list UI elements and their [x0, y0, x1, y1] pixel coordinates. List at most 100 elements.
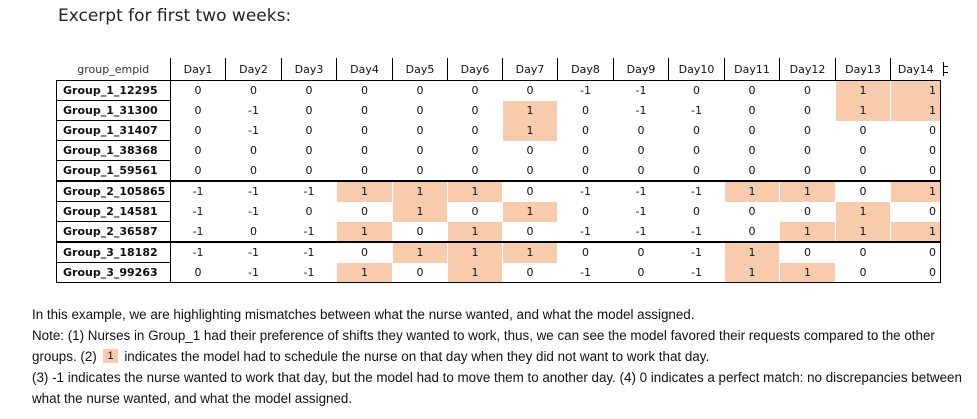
- day-value-cell: 0: [613, 262, 669, 283]
- day-value-cell: 0: [890, 262, 941, 283]
- day-value-cell: 0: [526, 144, 534, 157]
- day-value-cell: -1: [635, 84, 647, 98]
- day-value-cell: 1: [835, 201, 891, 222]
- day-value-cell: 0: [637, 163, 645, 177]
- day-value-cell: 0: [582, 144, 589, 157]
- day-value-cell: 0: [582, 163, 589, 177]
- table-row: Group_2_105865 -1 -1 -1 1 1 1 0 -1 -1 -1 1 1 0 1: [56, 180, 941, 202]
- day-value-cell: 0: [748, 104, 756, 117]
- day-value-cell: 1: [890, 180, 941, 202]
- day-value-cell: -1: [557, 180, 614, 202]
- day-value-cell: 0: [748, 144, 756, 157]
- day-value-cell: 0: [336, 241, 393, 263]
- note-line-2: Note: (1) Nurses in Group_1 had their pr…: [32, 325, 972, 367]
- day-value-cell: 0: [557, 241, 614, 263]
- day-value-cell: 1: [502, 100, 558, 121]
- day-value-cell: 0: [361, 84, 368, 98]
- day-value-cell: 0: [194, 84, 202, 98]
- day-value-cell: 0: [305, 104, 313, 117]
- day-value-cell: 0: [637, 144, 645, 157]
- day-value-cell: 1: [835, 221, 891, 242]
- note-line-2-rest: indicates the model had to schedule the …: [120, 349, 710, 364]
- employee-id-cell: Group_2_14581: [56, 201, 171, 222]
- table-row: Group_1_38368 0 0 0 0 0 0 0 0 0 0 0 0 0 0: [56, 140, 941, 161]
- day-value-cell: 1: [724, 241, 780, 263]
- day-value-cell: -1: [557, 262, 614, 283]
- day-value-cell: -1: [225, 262, 282, 283]
- day-value-cell: 1: [392, 201, 448, 222]
- note-line-2-text: Note: (1) Nurses in Group_1 had their pr…: [32, 328, 935, 364]
- employee-id-cell: Group_2_105865: [56, 180, 171, 202]
- day-value-cell: -1: [248, 205, 259, 218]
- day-value-cell: 0: [779, 241, 836, 263]
- column-header-day: Day12: [779, 58, 836, 81]
- day-value-cell: 0: [526, 224, 534, 238]
- day-value-cell: 0: [416, 124, 424, 137]
- day-value-cell: -1: [613, 180, 669, 202]
- column-header-day: Day8: [557, 58, 614, 81]
- day-value-cell: 0: [361, 124, 368, 137]
- day-value-cell: -1: [668, 180, 725, 202]
- day-value-cell: -1: [248, 104, 259, 117]
- day-value-cell: 0: [416, 163, 424, 177]
- employee-id-cell: Group_2_36587: [56, 221, 171, 243]
- day-value-cell: 0: [748, 224, 756, 238]
- column-header-day: Day1: [170, 58, 226, 81]
- day-value-cell: 0: [748, 84, 756, 98]
- day-value-cell: 0: [305, 205, 313, 218]
- day-value-cell: 0: [693, 124, 700, 137]
- day-value-cell: 0: [416, 84, 424, 98]
- day-value-cell: -1: [281, 241, 337, 263]
- day-value-cell: 0: [361, 104, 368, 117]
- day-value-cell: 1: [336, 221, 393, 242]
- note-line-3: (3) -1 indicates the nurse wanted to wor…: [32, 370, 962, 406]
- day-value-cell: 0: [693, 144, 700, 157]
- day-value-cell: -1: [303, 224, 315, 238]
- day-value-cell: 0: [361, 144, 368, 157]
- day-value-cell: 1: [392, 180, 448, 202]
- table-row: Group_2_36587 -1 0 -1 1 0 1 0 -1 -1 -1 0 1 1 1: [56, 221, 941, 243]
- day-value-cell: 0: [250, 84, 257, 98]
- page-title: Excerpt for first two weeks:: [58, 6, 292, 26]
- day-value-cell: 0: [361, 163, 368, 177]
- table-row: Group_3_18182 -1 -1 -1 0 1 1 1 0 0 -1 1 0 0 0: [56, 241, 941, 263]
- employee-id-cell: Group_1_59561: [56, 160, 171, 182]
- day-value-cell: 0: [416, 224, 424, 238]
- column-header-day: Day2: [225, 58, 282, 81]
- day-value-cell: 1: [447, 262, 503, 283]
- day-value-cell: 0: [170, 262, 226, 283]
- note-line-1: In this example, we are highlighting mis…: [32, 307, 695, 322]
- day-value-cell: 1: [779, 221, 836, 242]
- day-value-cell: 0: [804, 205, 811, 218]
- day-value-cell: 0: [835, 241, 891, 263]
- table-row: Group_1_59561 0 0 0 0 0 0 0 0 0 0 0 0 0 0: [56, 160, 941, 182]
- day-value-cell: -1: [580, 224, 591, 238]
- day-value-cell: 0: [416, 104, 424, 117]
- column-header-day: Day6: [447, 58, 503, 81]
- day-value-cell: 1: [502, 241, 558, 263]
- day-value-cell: 0: [693, 84, 700, 98]
- day-value-cell: 1: [392, 241, 448, 263]
- day-value-cell: 1: [890, 100, 941, 121]
- day-value-cell: 1: [835, 100, 891, 121]
- day-value-cell: 0: [194, 144, 202, 157]
- day-value-cell: 0: [890, 241, 941, 263]
- day-value-cell: 0: [194, 104, 202, 117]
- cut-edge-mark: [943, 62, 944, 76]
- column-header-day: Day13: [835, 58, 891, 81]
- day-value-cell: 0: [502, 262, 558, 283]
- day-value-cell: 0: [305, 163, 313, 177]
- day-value-cell: 0: [804, 104, 811, 117]
- day-value-cell: -1: [580, 84, 591, 98]
- day-value-cell: 0: [890, 120, 941, 141]
- day-value-cell: -1: [192, 224, 204, 238]
- day-value-cell: 0: [305, 124, 313, 137]
- day-value-cell: 0: [890, 160, 941, 181]
- day-value-cell: 1: [724, 262, 780, 283]
- day-value-cell: 0: [804, 163, 811, 177]
- day-value-cell: -1: [668, 241, 725, 263]
- day-value-cell: 1: [336, 180, 393, 202]
- day-value-cell: 1: [890, 80, 941, 101]
- day-value-cell: 0: [471, 205, 479, 218]
- table-row: Group_1_31407 0 -1 0 0 0 0 1 0 0 0 0 0 0 0: [56, 120, 941, 141]
